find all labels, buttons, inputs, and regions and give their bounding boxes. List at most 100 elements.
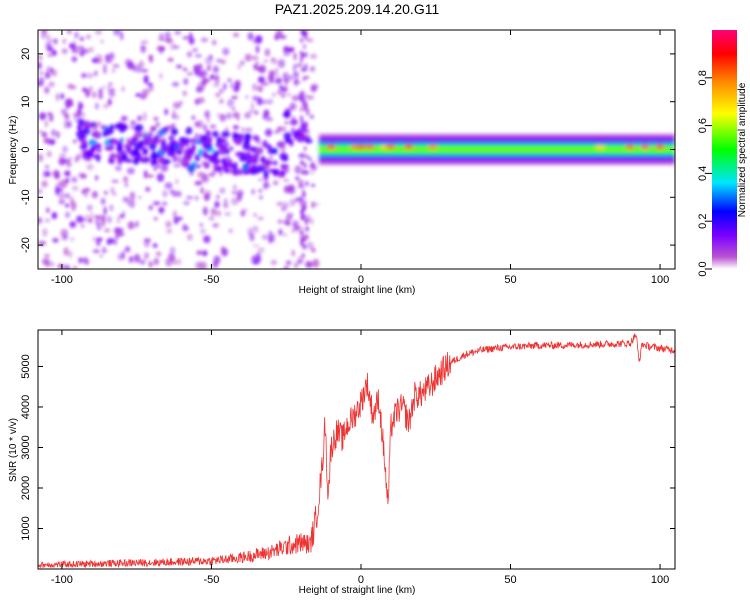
- stripe-mark: [305, 169, 309, 175]
- streak-mark: [161, 127, 169, 133]
- speckle-mark: [164, 31, 171, 39]
- speckle-mark: [202, 206, 208, 215]
- speckle-mark: [103, 190, 108, 195]
- speckle-mark: [142, 112, 147, 121]
- speckle-mark: [285, 260, 292, 266]
- x-tick-label: 50: [504, 574, 516, 586]
- speckle-mark: [202, 250, 208, 257]
- speckle-mark: [100, 198, 106, 205]
- speckle-mark: [148, 261, 153, 268]
- stripe-mark: [302, 244, 307, 250]
- speckle-mark: [223, 202, 229, 209]
- speckle-mark: [43, 254, 51, 258]
- speckle-mark: [300, 95, 305, 103]
- speckle-mark: [112, 63, 120, 69]
- speckle-mark: [285, 215, 293, 221]
- x-tick-label: 0: [358, 274, 364, 286]
- band-hotspot: [385, 145, 396, 150]
- streak-mark: [221, 157, 227, 164]
- speckle-mark: [277, 219, 283, 225]
- speckle-mark: [44, 119, 48, 128]
- speckle-mark: [200, 69, 208, 78]
- speckle-mark: [64, 211, 71, 219]
- colorbar-tick-label: 0.6: [697, 118, 709, 133]
- stripe-mark: [303, 162, 307, 168]
- speckle-mark: [308, 156, 313, 162]
- speckle-mark: [231, 107, 236, 111]
- speckle-mark: [152, 201, 161, 206]
- streak-mark: [279, 152, 289, 160]
- streak-mark: [77, 118, 86, 126]
- speckle-mark: [285, 220, 291, 227]
- speckle-mark: [278, 228, 283, 236]
- speckle-mark: [144, 170, 148, 179]
- speckle-mark: [99, 253, 104, 258]
- speckle-mark: [191, 115, 196, 120]
- speckle-mark: [310, 161, 316, 170]
- speckle-mark: [41, 180, 48, 188]
- streak-mark: [230, 165, 238, 170]
- colorbar: 0.0 0.2 0.4 0.6 0.8 Normalized spectral ampl…: [697, 30, 748, 277]
- speckle-mark: [293, 80, 301, 85]
- speckle-mark: [169, 246, 176, 254]
- streak-mark: [177, 150, 182, 155]
- speckle-mark: [41, 30, 48, 36]
- speckle-mark: [255, 61, 259, 65]
- speckle-mark: [63, 171, 68, 176]
- speckle-mark: [153, 257, 160, 266]
- streak-mark: [208, 157, 216, 163]
- speckle-mark: [66, 170, 71, 177]
- streak-mark: [267, 148, 277, 155]
- speckle-mark: [46, 33, 50, 42]
- speckle-mark: [289, 198, 296, 207]
- speckle-mark: [227, 78, 232, 82]
- band-hotspot: [625, 145, 636, 150]
- snr-frame: [37, 329, 676, 570]
- stripe-mark: [303, 126, 307, 132]
- speckle-mark: [101, 249, 108, 253]
- speckle-mark: [92, 91, 97, 99]
- speckle-mark: [127, 61, 135, 70]
- speckle-mark: [167, 57, 174, 62]
- speckle-mark: [211, 39, 217, 46]
- speckle-mark: [42, 258, 50, 265]
- speckle-mark: [111, 69, 116, 73]
- speckle-mark: [309, 168, 315, 175]
- speckle-mark: [186, 195, 194, 200]
- speckle-mark: [66, 120, 72, 128]
- stripe-mark: [304, 103, 308, 109]
- speckle-mark: [219, 88, 223, 94]
- speckle-mark: [306, 95, 315, 101]
- y-tick-label: 4000: [20, 395, 32, 419]
- speckle-mark: [291, 95, 300, 101]
- speckle-mark: [255, 259, 261, 264]
- speckle-mark: [86, 34, 91, 40]
- speckle-mark: [108, 90, 116, 98]
- speckle-mark: [70, 237, 74, 242]
- speckle-mark: [159, 206, 164, 216]
- speckle-mark: [214, 76, 220, 84]
- speckle-mark: [257, 85, 263, 93]
- snr-x-label: Height of straight line (km): [299, 585, 416, 596]
- speckle-mark: [269, 155, 273, 160]
- speckle-mark: [258, 189, 263, 193]
- streak-mark: [256, 166, 266, 173]
- speckle-mark: [240, 60, 245, 66]
- x-tick-label: 100: [651, 574, 669, 586]
- speckle-mark: [84, 214, 90, 219]
- speckle-mark: [162, 190, 168, 198]
- speckle-mark: [194, 132, 199, 141]
- speckle-mark: [259, 195, 263, 200]
- stripe-mark: [300, 230, 304, 236]
- x-tick-label: 100: [651, 274, 669, 286]
- streak-mark: [262, 140, 268, 148]
- spectrogram-x-label: Height of straight line (km): [299, 285, 416, 296]
- streak-mark: [126, 146, 132, 154]
- speckle-mark: [88, 86, 93, 92]
- x-tick-label: -50: [204, 574, 220, 586]
- speckle-mark: [102, 103, 109, 109]
- spectrogram-speckle: [38, 30, 320, 269]
- speckle-mark: [178, 101, 184, 105]
- speckle-mark: [210, 207, 217, 216]
